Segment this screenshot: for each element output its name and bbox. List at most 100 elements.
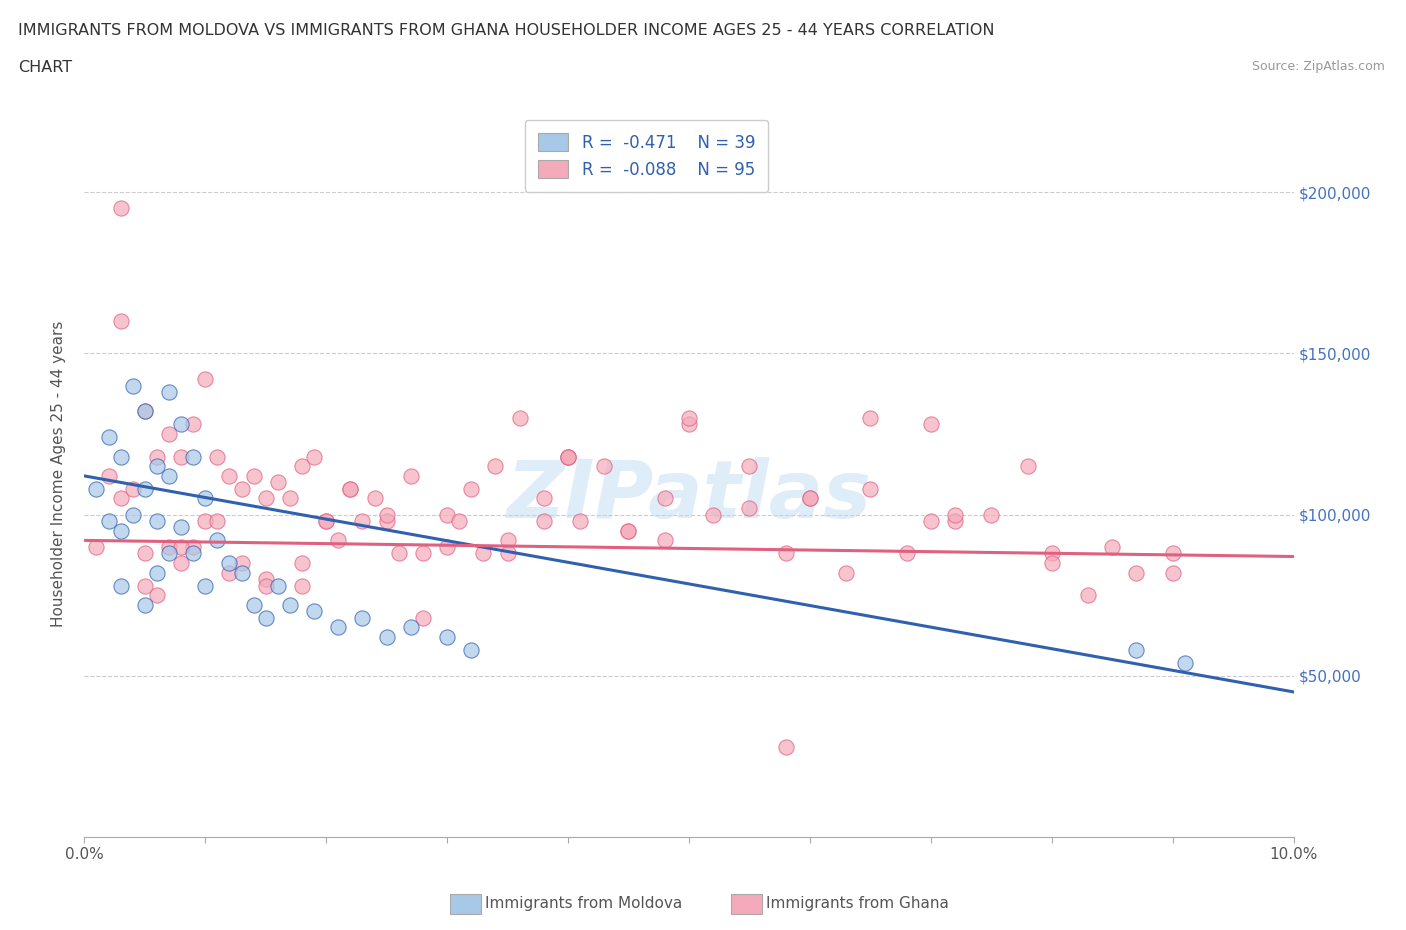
Point <box>436 507 458 522</box>
Point <box>533 513 555 528</box>
Point <box>315 513 337 528</box>
Point <box>859 410 882 425</box>
Point <box>835 565 858 580</box>
Point <box>943 507 966 522</box>
Point <box>194 578 217 593</box>
Point <box>134 597 156 612</box>
Point <box>231 555 253 570</box>
Point <box>399 469 422 484</box>
Point <box>291 555 314 570</box>
Point <box>738 458 761 473</box>
Point <box>207 533 229 548</box>
Point <box>157 427 180 442</box>
Point <box>254 610 277 625</box>
Legend: R =  -0.471    N = 39, R =  -0.088    N = 95: R = -0.471 N = 39, R = -0.088 N = 95 <box>524 120 768 193</box>
Point <box>436 539 458 554</box>
Point <box>678 410 700 425</box>
Point <box>509 410 531 425</box>
Point <box>472 546 495 561</box>
Point <box>920 513 942 528</box>
Point <box>302 449 325 464</box>
Point <box>399 620 422 635</box>
Point <box>412 610 434 625</box>
Point <box>1017 458 1039 473</box>
Point <box>157 546 180 561</box>
Point <box>134 404 156 418</box>
Point <box>218 469 240 484</box>
Point <box>181 417 204 432</box>
Text: Immigrants from Ghana: Immigrants from Ghana <box>766 897 949 911</box>
Point <box>146 513 169 528</box>
Point <box>1161 565 1184 580</box>
Point <box>460 643 482 658</box>
Point <box>97 469 120 484</box>
Point <box>315 513 337 528</box>
Point <box>157 539 180 554</box>
Point <box>134 578 156 593</box>
Point <box>194 372 217 387</box>
Point <box>1040 546 1063 561</box>
Text: IMMIGRANTS FROM MOLDOVA VS IMMIGRANTS FROM GHANA HOUSEHOLDER INCOME AGES 25 - 44: IMMIGRANTS FROM MOLDOVA VS IMMIGRANTS FR… <box>18 23 995 38</box>
Point <box>267 475 290 490</box>
Y-axis label: Householder Income Ages 25 - 44 years: Householder Income Ages 25 - 44 years <box>51 321 66 628</box>
Point <box>146 458 169 473</box>
Point <box>110 524 132 538</box>
Point <box>896 546 918 561</box>
Point <box>593 458 616 473</box>
Point <box>617 524 640 538</box>
Point <box>110 449 132 464</box>
Point <box>254 578 277 593</box>
Point <box>231 565 253 580</box>
Point <box>207 513 229 528</box>
Point <box>146 588 169 603</box>
Point <box>1040 555 1063 570</box>
Point <box>242 469 264 484</box>
Point <box>242 597 264 612</box>
Point <box>557 449 579 464</box>
Point <box>980 507 1002 522</box>
Point <box>1077 588 1099 603</box>
Point <box>1174 656 1197 671</box>
Point <box>207 449 229 464</box>
Text: Source: ZipAtlas.com: Source: ZipAtlas.com <box>1251 60 1385 73</box>
Point <box>86 539 108 554</box>
Point <box>170 449 193 464</box>
Point <box>799 491 821 506</box>
Point <box>86 482 108 497</box>
Point <box>339 482 361 497</box>
Point <box>375 630 398 644</box>
Point <box>278 491 301 506</box>
Point <box>291 458 314 473</box>
Point <box>496 533 519 548</box>
Point <box>278 597 301 612</box>
Point <box>254 491 277 506</box>
Point <box>496 546 519 561</box>
Point <box>363 491 385 506</box>
Text: ZIPatlas: ZIPatlas <box>506 457 872 535</box>
Point <box>375 507 398 522</box>
Point <box>775 739 797 754</box>
Point <box>146 565 169 580</box>
Point <box>678 417 700 432</box>
Point <box>1161 546 1184 561</box>
Point <box>110 313 132 328</box>
Point <box>254 572 277 587</box>
Point <box>170 555 193 570</box>
Point <box>920 417 942 432</box>
Point <box>943 513 966 528</box>
Point <box>181 539 204 554</box>
Point <box>449 513 471 528</box>
Point <box>231 482 253 497</box>
Text: CHART: CHART <box>18 60 72 75</box>
Point <box>859 482 882 497</box>
Point <box>352 610 374 625</box>
Point <box>134 404 156 418</box>
Point <box>1101 539 1123 554</box>
Point <box>388 546 411 561</box>
Point <box>302 604 325 618</box>
Point <box>654 491 676 506</box>
Point <box>775 546 797 561</box>
Point <box>1125 565 1147 580</box>
Point <box>328 620 350 635</box>
Point <box>194 491 217 506</box>
